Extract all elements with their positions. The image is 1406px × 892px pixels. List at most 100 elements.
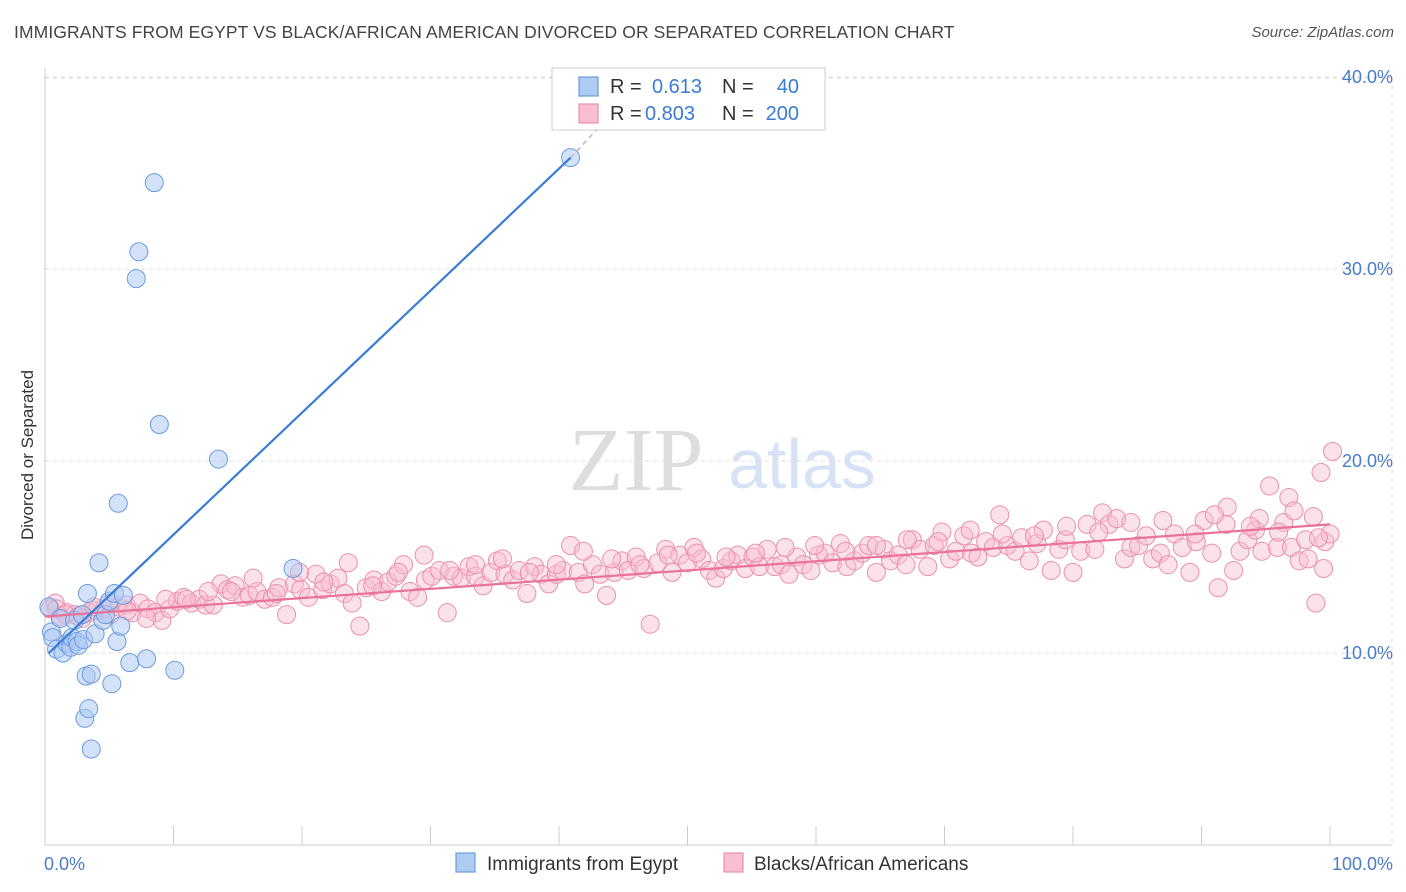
data-point-black [156,589,176,609]
data-point-black [932,522,952,542]
data-point-black [735,559,755,579]
data-point-egypt [111,616,131,636]
data-point-black [775,537,795,557]
trend-line-egypt-extension [570,128,599,159]
data-point-black [1158,555,1178,575]
data-point-black [823,553,843,573]
y-tick-label: 10.0% [1342,643,1393,663]
data-point-black [437,603,457,623]
data-point-black [866,535,886,555]
data-point-black [1202,543,1222,563]
data-point-black [1093,503,1113,523]
data-point-black [1019,551,1039,571]
chart-source: Source: ZipAtlas.com [1251,24,1394,41]
data-point-black [561,535,581,555]
data-point-black [859,535,879,555]
data-point-black [897,530,917,550]
data-point-egypt [81,739,101,759]
data-point-black [815,543,835,563]
data-point-black [459,557,479,577]
data-point-black [836,541,856,561]
data-point-black [686,543,706,563]
y-axis-label: Divorced or Separated [18,370,37,540]
data-point-black [1306,593,1326,613]
data-point-black [896,555,916,575]
data-point-black [313,580,333,600]
legend-n-label-2: N = [722,103,754,125]
legend-r-label-2: R = [610,103,642,125]
data-point-egypt [129,242,149,262]
data-point-black [320,574,340,594]
data-point-black [517,583,537,603]
legend-n-label-1: N = [722,76,754,98]
data-point-black [1323,441,1343,461]
data-point-black [225,576,245,596]
data-point-black [266,583,286,603]
data-point-egypt [208,449,228,469]
data-point-black [152,610,172,630]
data-point-black [573,541,593,561]
data-point-egypt [126,269,146,289]
data-point-black [1230,541,1250,561]
y-tick-labels: 10.0% 20.0% 30.0% 40.0% [1342,67,1393,663]
series-legend: Immigrants from Egypt Blacks/African Ame… [455,852,968,875]
data-point-black [658,545,678,565]
data-point-black [940,549,960,569]
data-point-black [1041,560,1061,580]
data-point-black [388,562,408,582]
data-point-black [1153,511,1173,531]
data-point-egypt [102,674,122,694]
data-point-black [314,572,334,592]
data-point-black [1269,522,1289,542]
x-tick-label-min: 0.0% [44,854,85,874]
series-immigrants-from-egypt [39,148,581,759]
data-point-black [837,557,857,577]
data-point-black [692,549,712,569]
data-point-black [1194,511,1214,531]
data-point-egypt [144,173,164,193]
data-point-black [746,543,766,563]
data-point-black [902,530,922,550]
data-point-black [1085,539,1105,559]
data-point-black [866,562,886,582]
data-point-black [243,568,263,588]
data-point-black [976,532,996,552]
data-point-black [519,562,539,582]
bottom-legend-label-black: Blacks/African Americans [754,854,968,875]
data-point-black [1136,526,1156,546]
data-point-black [1314,559,1334,579]
data-point-egypt [77,583,97,603]
data-point-black [1204,505,1224,525]
y-tick-label: 20.0% [1342,451,1393,471]
data-point-black [716,547,736,567]
data-point-black [1267,537,1287,557]
data-point-black [1260,476,1280,496]
data-point-black [1107,509,1127,529]
data-point-egypt [108,493,128,513]
data-point-black [176,589,196,609]
data-point-black [1208,578,1228,598]
data-point-black [1240,516,1260,536]
data-point-black [546,555,566,575]
data-point-black [1121,512,1141,532]
legend-swatch-egypt [578,76,599,97]
data-point-egypt [89,553,109,573]
y-tick-label: 30.0% [1342,259,1393,279]
data-point-black [338,553,358,573]
data-point-black [793,555,813,575]
data-point-black [582,555,602,575]
data-point-black [575,574,595,594]
data-point-black [531,564,551,584]
data-point-black [1150,543,1170,563]
legend-n-value-2: 200 [766,103,799,125]
data-point-black [640,614,660,634]
data-point-black [429,560,449,580]
data-point-black [1224,560,1244,580]
legend-r-value-2: 0.803 [645,103,695,125]
data-point-egypt [137,649,157,669]
data-point-black [364,570,384,590]
data-point-egypt [283,559,303,579]
legend-r-value-1: 0.613 [652,76,702,98]
trend-line-egypt [48,156,572,654]
data-point-black [1298,549,1318,569]
